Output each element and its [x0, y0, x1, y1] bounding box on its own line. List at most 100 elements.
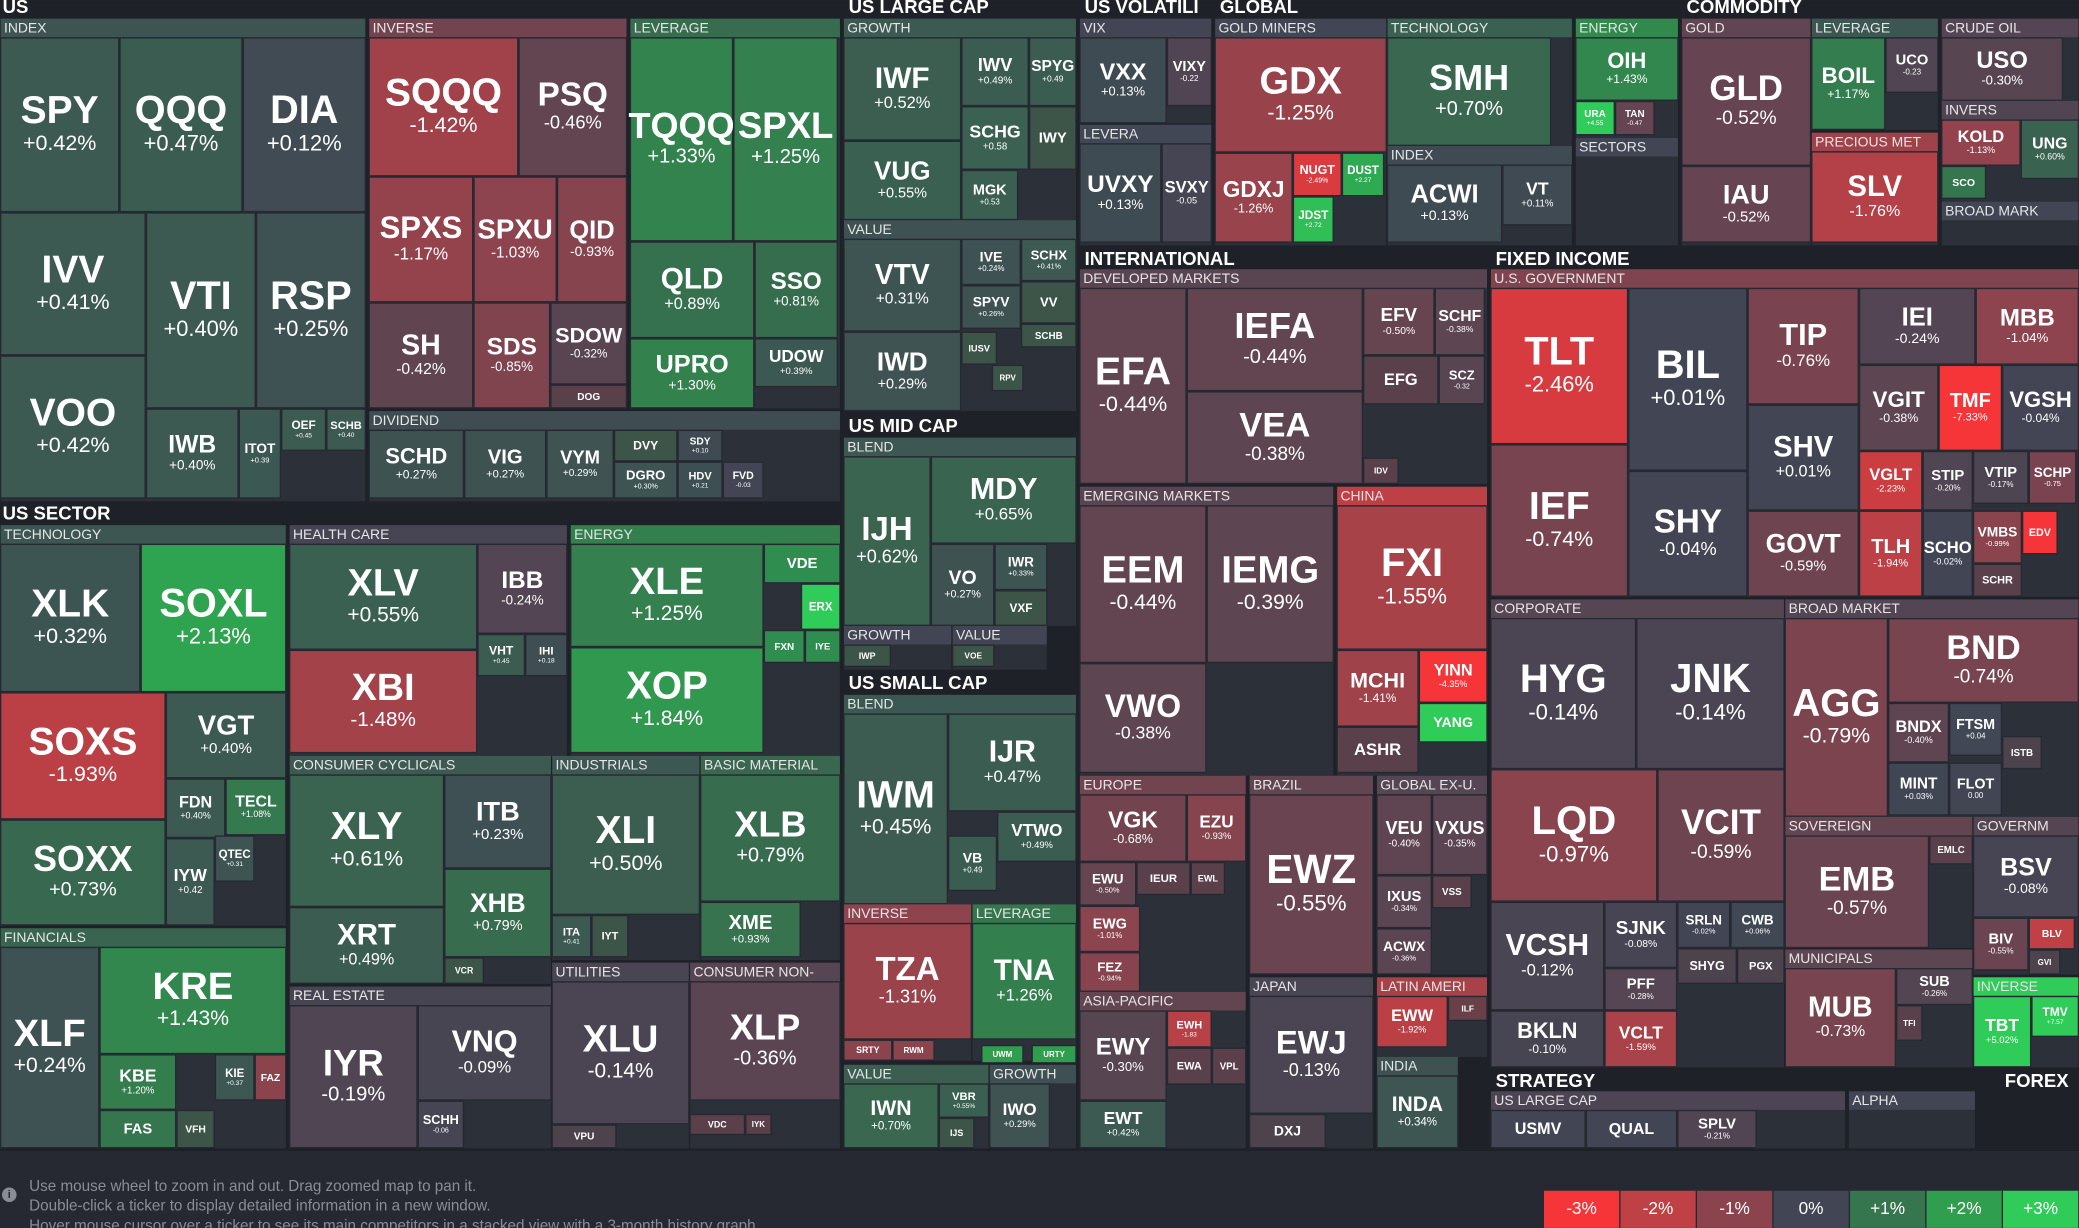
- tile[interactable]: [1888, 702, 1950, 763]
- tile[interactable]: [1858, 510, 1923, 597]
- tile[interactable]: [1028, 106, 1077, 170]
- tile[interactable]: [1604, 901, 1678, 969]
- tile[interactable]: [176, 1109, 215, 1149]
- tile[interactable]: [2021, 510, 2058, 555]
- tile[interactable]: [1858, 287, 1976, 365]
- tile[interactable]: [99, 1109, 177, 1149]
- tile[interactable]: [289, 649, 478, 754]
- tile[interactable]: [754, 338, 838, 388]
- tile[interactable]: [165, 778, 226, 839]
- tile[interactable]: [1922, 510, 1973, 597]
- tile[interactable]: [843, 456, 931, 626]
- tile[interactable]: [754, 241, 838, 339]
- tile[interactable]: [1575, 37, 1679, 101]
- tile[interactable]: [1166, 37, 1212, 107]
- tile[interactable]: [473, 176, 557, 303]
- tile[interactable]: [1376, 1075, 1459, 1149]
- tile[interactable]: [1376, 928, 1432, 975]
- tile[interactable]: [981, 1044, 1024, 1064]
- tile[interactable]: [843, 331, 962, 412]
- tile[interactable]: [1975, 287, 2079, 365]
- tile[interactable]: [991, 364, 1024, 392]
- tile[interactable]: [1363, 457, 1399, 485]
- tile[interactable]: [1028, 37, 1077, 107]
- tile[interactable]: [477, 633, 526, 677]
- tile[interactable]: [1585, 1109, 1678, 1149]
- tile[interactable]: [1677, 901, 1731, 949]
- tile[interactable]: [551, 1124, 617, 1149]
- tile[interactable]: [238, 408, 282, 499]
- tile[interactable]: [1811, 151, 1939, 243]
- tile[interactable]: [1206, 505, 1334, 664]
- tile[interactable]: [1730, 901, 1785, 949]
- tile[interactable]: [1628, 470, 1748, 597]
- tile[interactable]: [444, 774, 552, 869]
- tile[interactable]: [591, 914, 629, 958]
- tile[interactable]: [1972, 450, 2029, 504]
- tile[interactable]: [1431, 794, 1488, 876]
- tile[interactable]: [1336, 726, 1419, 774]
- tile[interactable]: [326, 408, 366, 451]
- tile[interactable]: [2028, 949, 2061, 975]
- tile[interactable]: [1922, 450, 1973, 511]
- tile[interactable]: [733, 37, 838, 242]
- tile[interactable]: [1418, 649, 1488, 703]
- tile[interactable]: [254, 1054, 287, 1101]
- tile[interactable]: [1972, 563, 2022, 597]
- tile[interactable]: [804, 629, 841, 664]
- tile[interactable]: [1941, 119, 2021, 166]
- tile[interactable]: [843, 140, 962, 221]
- tile[interactable]: [763, 543, 841, 584]
- tile[interactable]: [1020, 238, 1077, 282]
- tile[interactable]: [843, 644, 892, 668]
- tile[interactable]: [1079, 143, 1162, 243]
- tile[interactable]: [629, 241, 755, 339]
- tile[interactable]: [1079, 505, 1207, 664]
- tile[interactable]: [1434, 287, 1485, 356]
- tile[interactable]: [1020, 323, 1077, 348]
- tile[interactable]: [843, 1039, 893, 1061]
- tile[interactable]: [0, 355, 146, 499]
- tile[interactable]: [368, 37, 519, 177]
- tile[interactable]: [930, 543, 995, 626]
- tile[interactable]: [1166, 1047, 1212, 1085]
- tile[interactable]: [745, 1113, 772, 1136]
- tile[interactable]: [1938, 364, 2003, 451]
- tile[interactable]: [763, 629, 805, 664]
- tile[interactable]: [1941, 165, 1987, 199]
- tile[interactable]: [629, 338, 755, 409]
- tile[interactable]: [551, 981, 690, 1125]
- tile[interactable]: [0, 212, 146, 356]
- tile[interactable]: [1681, 165, 1812, 243]
- tile[interactable]: [629, 37, 734, 242]
- tile[interactable]: [1575, 100, 1615, 136]
- tile[interactable]: [1490, 1010, 1605, 1068]
- tile[interactable]: [570, 543, 764, 648]
- tile[interactable]: [843, 713, 949, 905]
- tile[interactable]: [677, 429, 723, 462]
- tile[interactable]: [1079, 861, 1137, 906]
- tile[interactable]: [971, 922, 1077, 1040]
- tile[interactable]: [1681, 37, 1812, 166]
- tile[interactable]: [1376, 875, 1432, 929]
- tile[interactable]: [119, 37, 243, 213]
- tile[interactable]: [1211, 1047, 1247, 1085]
- tile[interactable]: [1190, 861, 1226, 896]
- tile[interactable]: [368, 429, 465, 499]
- tile[interactable]: [1438, 355, 1485, 405]
- tile[interactable]: [1079, 663, 1207, 774]
- tile[interactable]: [140, 543, 287, 693]
- tile[interactable]: [1186, 794, 1247, 862]
- tile[interactable]: [1292, 152, 1342, 197]
- tile[interactable]: [1031, 1044, 1077, 1064]
- tile[interactable]: [1677, 1109, 1757, 1149]
- tile[interactable]: [1363, 355, 1439, 405]
- tile[interactable]: [1784, 835, 1930, 949]
- tile[interactable]: [1161, 143, 1212, 243]
- tile[interactable]: [1020, 281, 1077, 324]
- tile[interactable]: [99, 946, 287, 1055]
- tile[interactable]: [1336, 505, 1488, 650]
- tile[interactable]: [961, 37, 1029, 107]
- tile[interactable]: [473, 302, 551, 409]
- tile[interactable]: [1747, 510, 1859, 597]
